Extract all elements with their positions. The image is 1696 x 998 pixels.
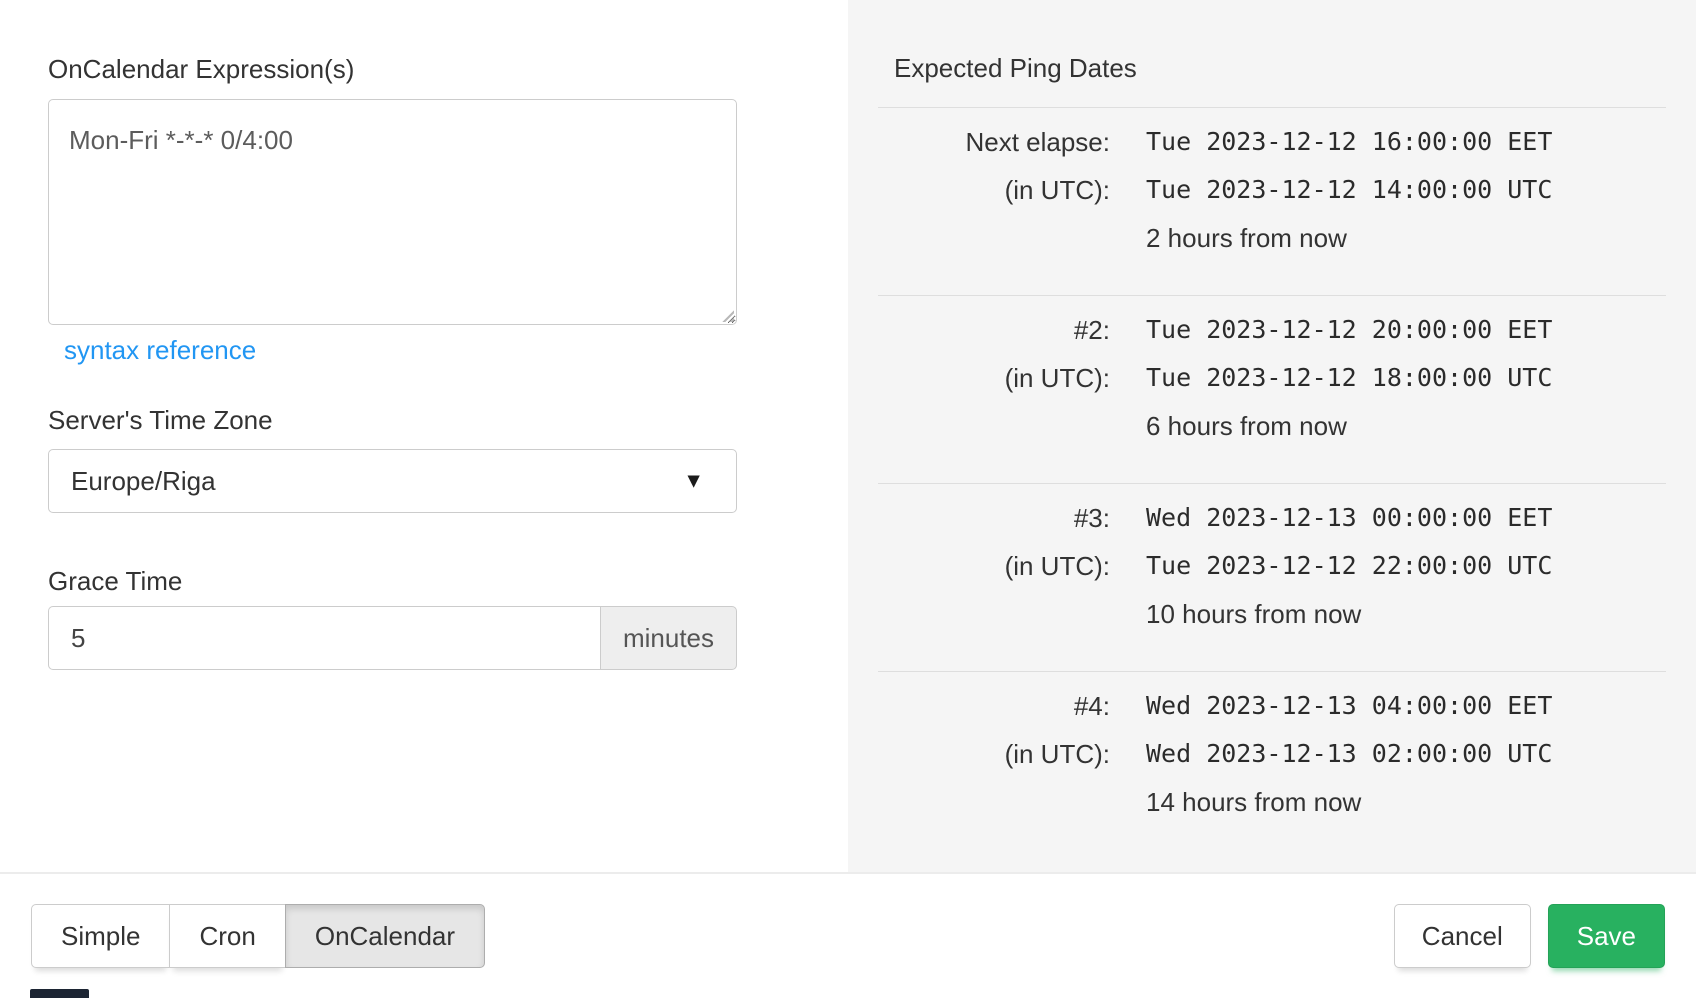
divider <box>878 671 1666 672</box>
ping-local-datetime: Tue 2023-12-12 16:00:00 EET <box>1146 127 1553 156</box>
grace-time-label: Grace Time <box>48 566 183 596</box>
schedule-form: OnCalendar Expression(s) Mon-Fri *-*-* 0… <box>0 0 848 872</box>
schedule-mode-tabs: Simple Cron OnCalendar <box>31 904 486 968</box>
empty-cell <box>894 778 1110 826</box>
timezone-selected-value: Europe/Riga <box>71 465 216 496</box>
ping-row-label: Next elapse: <box>965 127 1110 157</box>
panel-title: Expected Ping Dates <box>894 53 1137 83</box>
ping-row: #2: Tue 2023-12-12 20:00:00 EET (in UTC)… <box>878 296 1666 460</box>
ping-local-datetime: Tue 2023-12-12 20:00:00 EET <box>1146 315 1553 344</box>
ping-local-datetime: Wed 2023-12-13 04:00:00 EET <box>1146 691 1553 720</box>
cancel-button[interactable]: Cancel <box>1393 904 1531 968</box>
empty-cell <box>894 402 1110 450</box>
grace-time-unit-addon: minutes <box>600 606 737 670</box>
ping-utc-label: (in UTC): <box>1004 739 1110 769</box>
ping-row: Next elapse: Tue 2023-12-12 16:00:00 EET… <box>878 108 1666 272</box>
divider <box>878 483 1666 484</box>
ping-row: #3: Wed 2023-12-13 00:00:00 EET (in UTC)… <box>878 484 1666 648</box>
expression-label: OnCalendar Expression(s) <box>48 54 355 84</box>
save-button[interactable]: Save <box>1547 904 1665 968</box>
expected-ping-dates-panel: Expected Ping Dates Next elapse: Tue 202… <box>848 0 1696 872</box>
grace-time-input[interactable] <box>48 606 600 670</box>
ping-utc-label: (in UTC): <box>1004 363 1110 393</box>
expression-field-wrap: Mon-Fri *-*-* 0/4:00 <box>48 99 737 325</box>
grace-time-group: minutes <box>48 606 737 670</box>
timezone-select[interactable]: Europe/Riga ▼ <box>48 449 737 513</box>
ping-row-label: #3: <box>1073 503 1110 533</box>
ping-utc-datetime: Wed 2023-12-13 02:00:00 UTC <box>1146 739 1553 768</box>
ping-relative-time: 14 hours from now <box>1146 787 1362 817</box>
divider <box>878 107 1666 108</box>
empty-cell <box>894 590 1110 638</box>
divider <box>878 295 1666 296</box>
timezone-label: Server's Time Zone <box>48 405 273 435</box>
ping-utc-label: (in UTC): <box>1004 551 1110 581</box>
bottom-cutoff-element <box>30 989 89 998</box>
syntax-reference-link[interactable]: syntax reference <box>64 335 257 365</box>
ping-utc-datetime: Tue 2023-12-12 14:00:00 UTC <box>1146 175 1553 204</box>
ping-utc-datetime: Tue 2023-12-12 22:00:00 UTC <box>1146 551 1553 580</box>
dropdown-caret-icon: ▼ <box>683 469 704 493</box>
ping-relative-time: 6 hours from now <box>1146 411 1347 441</box>
tab-oncalendar[interactable]: OnCalendar <box>284 904 486 968</box>
empty-cell <box>894 214 1110 262</box>
ping-row-label: #4: <box>1073 691 1110 721</box>
schedule-dialog-body: OnCalendar Expression(s) Mon-Fri *-*-* 0… <box>0 0 1696 872</box>
dialog-footer: Simple Cron OnCalendar Cancel Save <box>0 872 1696 998</box>
ping-row-label: #2: <box>1073 315 1110 345</box>
ping-utc-label: (in UTC): <box>1004 175 1110 205</box>
ping-relative-time: 2 hours from now <box>1146 223 1347 253</box>
ping-local-datetime: Wed 2023-12-13 00:00:00 EET <box>1146 503 1553 532</box>
tab-cron[interactable]: Cron <box>169 904 286 968</box>
ping-utc-datetime: Tue 2023-12-12 18:00:00 UTC <box>1146 363 1553 392</box>
ping-relative-time: 10 hours from now <box>1146 599 1362 629</box>
ping-row: #4: Wed 2023-12-13 04:00:00 EET (in UTC)… <box>878 672 1666 836</box>
expression-textarea[interactable]: Mon-Fri *-*-* 0/4:00 <box>48 99 737 325</box>
tab-simple[interactable]: Simple <box>31 904 171 968</box>
